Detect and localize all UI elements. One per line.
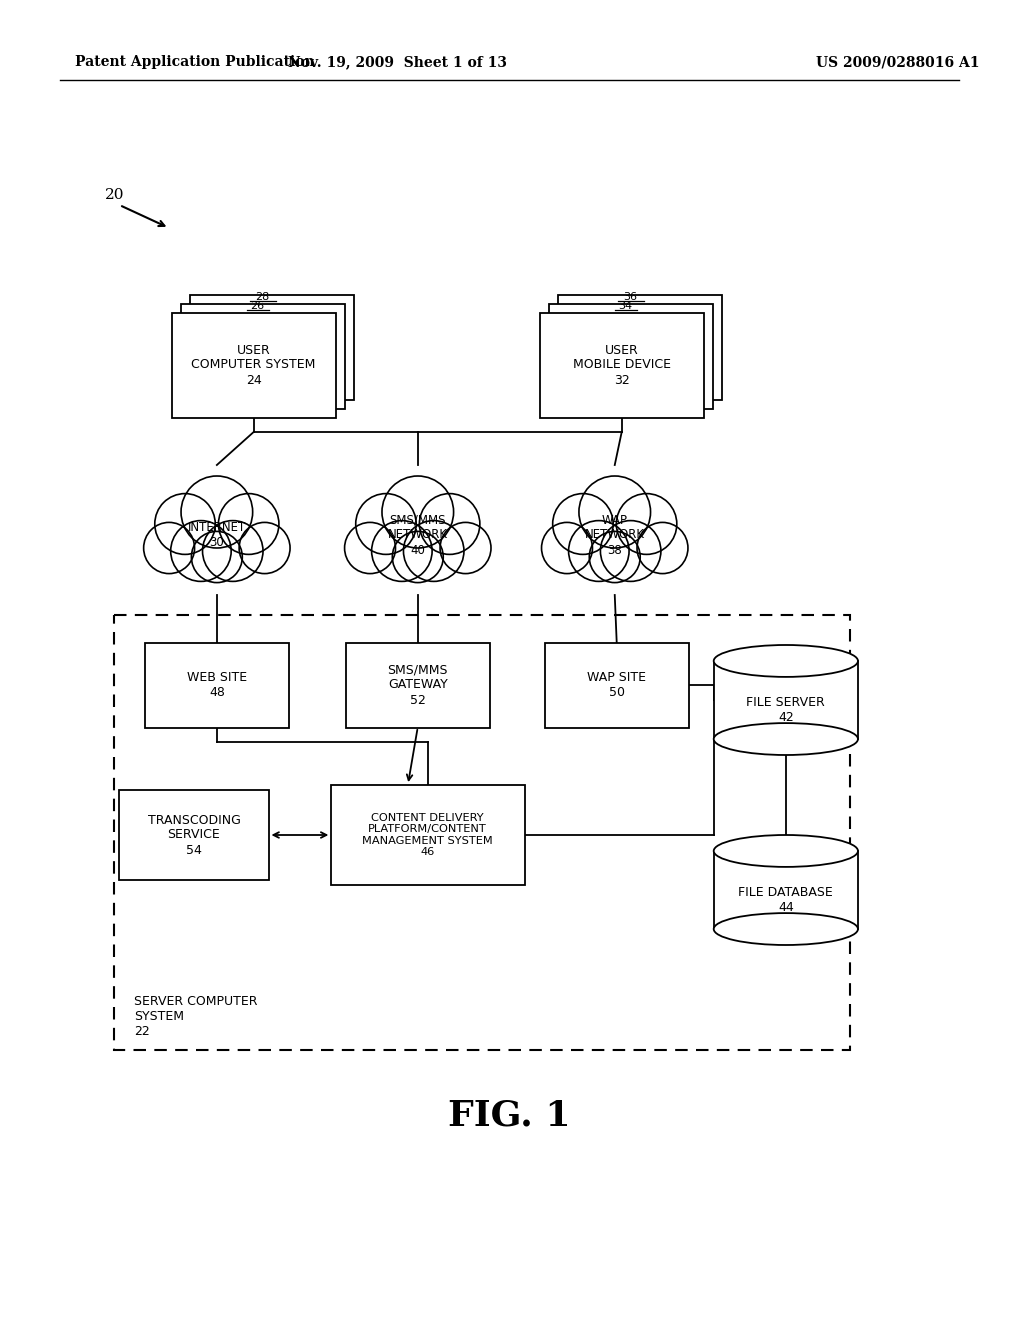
- Bar: [145, 643, 290, 729]
- Circle shape: [637, 523, 688, 574]
- Text: CONTENT DELIVERY
PLATFORM/CONTENT
MANAGEMENT SYSTEM
46: CONTENT DELIVERY PLATFORM/CONTENT MANAGE…: [362, 813, 494, 858]
- Text: TRANSCODING
SERVICE
54: TRANSCODING SERVICE 54: [147, 813, 241, 857]
- Text: 36: 36: [624, 292, 638, 302]
- Circle shape: [420, 494, 480, 554]
- Bar: [181, 304, 345, 409]
- Text: USER
COMPUTER SYSTEM
24: USER COMPUTER SYSTEM 24: [191, 343, 315, 387]
- Ellipse shape: [714, 836, 858, 867]
- Bar: [558, 294, 722, 400]
- Circle shape: [616, 494, 677, 554]
- Text: SERVER COMPUTER
SYSTEM
22: SERVER COMPUTER SYSTEM 22: [134, 995, 258, 1038]
- Text: INTERNET
30: INTERNET 30: [187, 521, 246, 549]
- Text: FIG. 1: FIG. 1: [447, 1098, 570, 1133]
- Circle shape: [240, 523, 290, 574]
- Bar: [190, 294, 354, 400]
- Text: FILE SERVER
42: FILE SERVER 42: [746, 696, 825, 723]
- Ellipse shape: [714, 723, 858, 755]
- Text: Patent Application Publication: Patent Application Publication: [75, 55, 314, 69]
- Bar: [549, 304, 714, 409]
- Text: WAP SITE
50: WAP SITE 50: [587, 671, 646, 700]
- Text: 28: 28: [255, 292, 269, 302]
- Circle shape: [568, 520, 629, 581]
- Circle shape: [542, 523, 593, 574]
- Ellipse shape: [714, 913, 858, 945]
- Text: 26: 26: [251, 301, 264, 312]
- Bar: [120, 789, 268, 880]
- Bar: [545, 643, 689, 729]
- Bar: [540, 313, 705, 418]
- Circle shape: [589, 532, 640, 582]
- Text: US 2009/0288016 A1: US 2009/0288016 A1: [816, 55, 979, 69]
- Text: FILE DATABASE
44: FILE DATABASE 44: [738, 886, 834, 913]
- Circle shape: [382, 477, 454, 548]
- Text: USER
MOBILE DEVICE
32: USER MOBILE DEVICE 32: [572, 343, 671, 387]
- Text: WAP
NETWORK
38: WAP NETWORK 38: [585, 513, 645, 557]
- Circle shape: [181, 477, 253, 548]
- Bar: [346, 643, 490, 729]
- Circle shape: [372, 520, 432, 581]
- Text: 34: 34: [618, 301, 633, 312]
- Circle shape: [143, 523, 195, 574]
- Text: 20: 20: [104, 187, 124, 202]
- Text: SMS/MMS
GATEWAY
52: SMS/MMS GATEWAY 52: [387, 664, 449, 706]
- Text: WEB SITE
48: WEB SITE 48: [186, 671, 247, 700]
- Bar: [331, 785, 525, 884]
- Circle shape: [218, 494, 279, 554]
- Circle shape: [191, 532, 243, 582]
- Circle shape: [155, 494, 215, 554]
- Bar: [714, 851, 858, 929]
- Bar: [714, 661, 858, 739]
- Circle shape: [600, 520, 660, 581]
- Circle shape: [355, 494, 416, 554]
- Bar: [115, 615, 851, 1049]
- Circle shape: [171, 520, 231, 581]
- Bar: [172, 313, 336, 418]
- Circle shape: [403, 520, 464, 581]
- Text: SMS/MMS
NETWORK
40: SMS/MMS NETWORK 40: [388, 513, 447, 557]
- Circle shape: [203, 520, 263, 581]
- Text: Nov. 19, 2009  Sheet 1 of 13: Nov. 19, 2009 Sheet 1 of 13: [289, 55, 507, 69]
- Ellipse shape: [714, 645, 858, 677]
- Circle shape: [392, 532, 443, 582]
- Circle shape: [344, 523, 395, 574]
- Circle shape: [579, 477, 650, 548]
- Circle shape: [440, 523, 490, 574]
- Circle shape: [553, 494, 613, 554]
